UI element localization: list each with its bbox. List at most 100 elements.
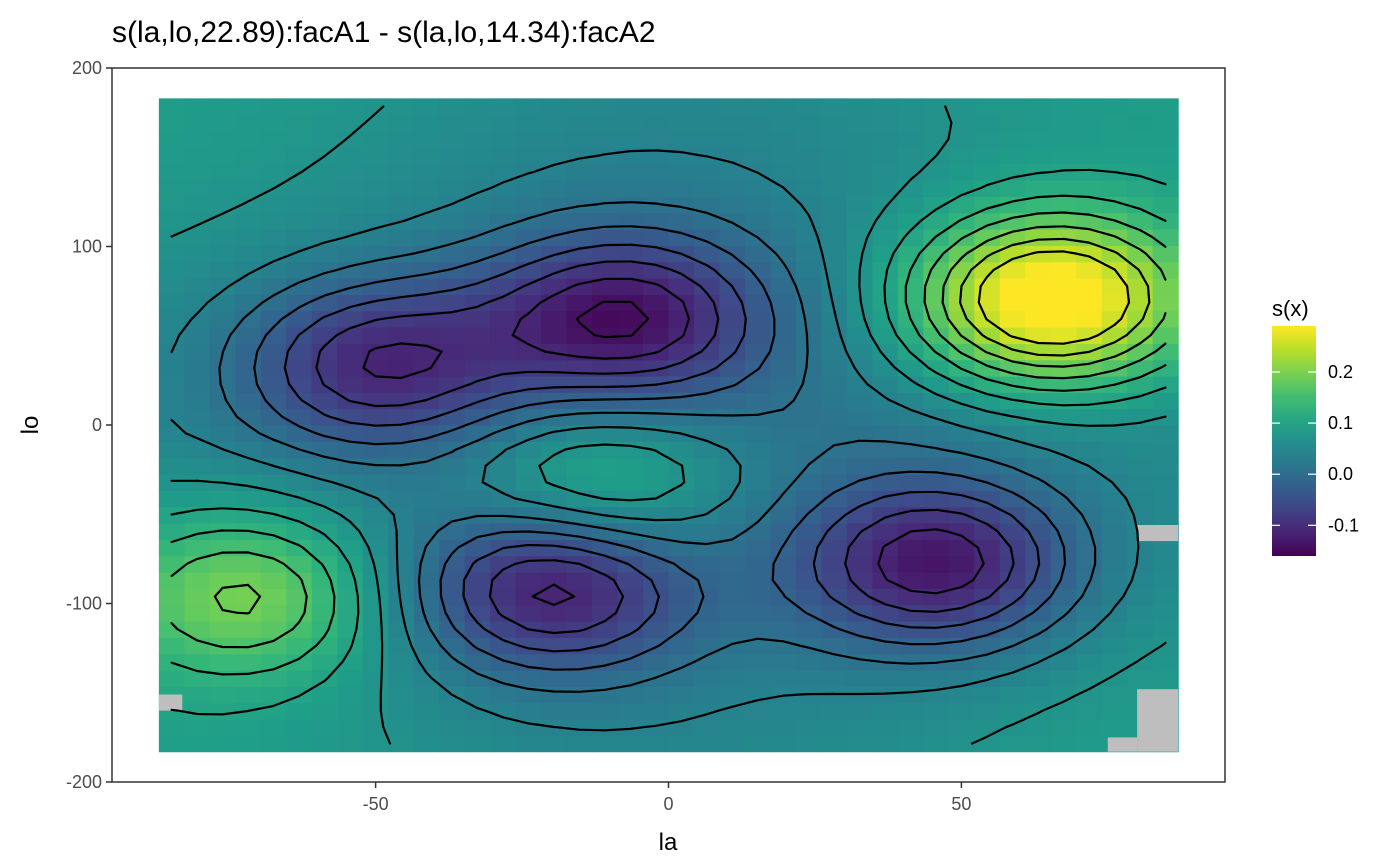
heatmap-cell — [770, 245, 797, 263]
heatmap-cell — [897, 294, 924, 312]
heatmap-cell — [209, 735, 236, 753]
heatmap-cell — [897, 163, 924, 181]
heatmap-cell — [719, 523, 746, 540]
heatmap-cell — [617, 408, 644, 426]
heatmap-cell — [719, 702, 746, 720]
heatmap-cell — [362, 147, 389, 165]
heatmap-cell — [923, 310, 950, 328]
heatmap-cell — [209, 180, 236, 197]
heatmap-cell — [795, 702, 822, 720]
contour-line — [170, 105, 1167, 745]
heatmap-cell — [260, 163, 287, 181]
heatmap-cell — [617, 261, 644, 279]
heatmap-cell — [999, 147, 1026, 165]
heatmap-cell — [999, 718, 1026, 736]
heatmap-cell — [235, 147, 262, 165]
heatmap-cell — [872, 555, 899, 573]
heatmap-cell — [693, 131, 721, 148]
heatmap-cell — [1127, 114, 1154, 132]
colorbar — [1272, 326, 1316, 556]
heatmap-cell — [668, 669, 695, 687]
heatmap-cell — [821, 310, 848, 328]
contour-line — [977, 250, 1131, 345]
heatmap-cell — [999, 735, 1026, 753]
heatmap-cell — [260, 408, 287, 426]
heatmap-cell — [948, 669, 975, 687]
heatmap-cell — [439, 212, 466, 230]
heatmap-cell — [795, 392, 822, 410]
heatmap-cell — [846, 718, 873, 736]
heatmap-cell — [668, 506, 695, 524]
heatmap-cell — [464, 261, 491, 279]
heatmap-cell — [617, 604, 644, 622]
heatmap-cell — [158, 114, 185, 132]
na-cell — [1137, 689, 1179, 752]
heatmap-cell — [693, 294, 721, 312]
heatmap-cell — [1050, 212, 1077, 230]
heatmap-cell — [413, 735, 440, 753]
heatmap-cell — [770, 669, 797, 687]
heatmap-cell — [515, 555, 542, 573]
heatmap-cell — [566, 441, 593, 459]
heatmap-cell — [337, 163, 364, 181]
heatmap-cell — [795, 718, 822, 736]
heatmap-cell — [413, 114, 440, 132]
heatmap-cell — [388, 686, 415, 704]
heatmap-cell — [515, 718, 542, 736]
heatmap-cell — [643, 718, 670, 736]
heatmap-cell — [846, 457, 873, 475]
heatmap-cell — [286, 523, 313, 540]
heatmap-cell — [770, 408, 797, 426]
heatmap-cell — [260, 490, 287, 508]
heatmap-cell — [795, 408, 822, 426]
heatmap-cell — [515, 343, 542, 361]
heatmap-cell — [235, 278, 262, 295]
heatmap-cell — [872, 114, 899, 132]
heatmap-cell — [209, 408, 236, 426]
heatmap-cell — [999, 376, 1026, 393]
heatmap-cell — [1152, 441, 1179, 459]
heatmap-cell — [541, 441, 568, 459]
heatmap-cell — [1127, 147, 1154, 165]
heatmap-cell — [897, 637, 924, 655]
heatmap-cell — [744, 637, 772, 655]
heatmap-cell — [184, 620, 211, 638]
heatmap-cell — [413, 571, 440, 589]
heatmap-cell — [260, 98, 287, 116]
heatmap-cell — [311, 408, 338, 426]
heatmap-cell — [592, 555, 619, 573]
heatmap-cell — [1127, 604, 1154, 622]
heatmap-cell — [592, 702, 619, 720]
heatmap-cell — [744, 669, 772, 687]
heatmap-cell — [388, 604, 415, 622]
heatmap-cell — [1050, 327, 1077, 344]
heatmap-cell — [923, 474, 950, 491]
heatmap-cell — [821, 114, 848, 132]
na-cell — [1137, 525, 1179, 542]
heatmap-cell — [158, 669, 185, 687]
heatmap-cell — [872, 310, 899, 328]
heatmap-cell — [719, 718, 746, 736]
heatmap-cell — [311, 131, 338, 148]
heatmap-cell — [719, 229, 746, 246]
heatmap-cell — [770, 294, 797, 312]
heatmap-cell — [566, 474, 593, 491]
heatmap-cell — [413, 718, 440, 736]
heatmap-cell — [770, 441, 797, 459]
heatmap-cell — [643, 327, 670, 344]
heatmap-cell — [286, 637, 313, 655]
heatmap-cell — [566, 718, 593, 736]
heatmap-cell — [413, 196, 440, 214]
y-tick-label: 0 — [92, 415, 102, 435]
heatmap-cell — [617, 392, 644, 410]
heatmap-cell — [795, 327, 822, 344]
heatmap-cell — [184, 180, 211, 197]
heatmap-cell — [1076, 474, 1103, 491]
heatmap-cell — [1025, 114, 1052, 132]
heatmap-cell — [158, 180, 185, 197]
heatmap-cell — [1076, 131, 1103, 148]
heatmap-cell — [693, 278, 721, 295]
heatmap-cell — [388, 392, 415, 410]
heatmap-cell — [897, 669, 924, 687]
heatmap-cell — [362, 425, 389, 442]
